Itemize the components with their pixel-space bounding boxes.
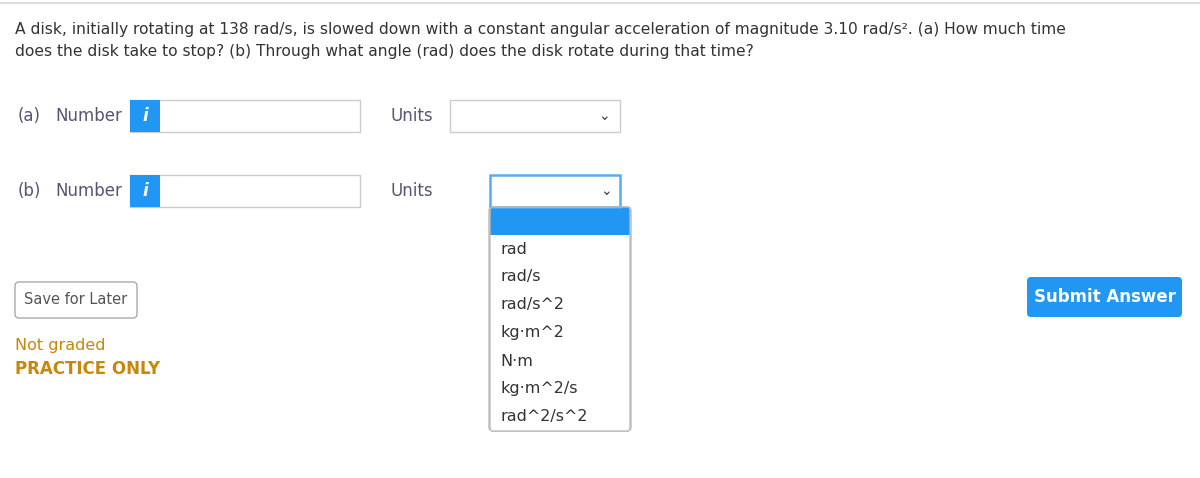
Text: rad: rad bbox=[500, 241, 527, 257]
FancyBboxPatch shape bbox=[130, 175, 360, 207]
FancyBboxPatch shape bbox=[130, 100, 160, 132]
Text: A disk, initially rotating at 138 rad/s, is slowed down with a constant angular : A disk, initially rotating at 138 rad/s,… bbox=[14, 22, 1066, 37]
FancyBboxPatch shape bbox=[130, 100, 360, 132]
Text: rad/s^2: rad/s^2 bbox=[500, 297, 564, 313]
Text: Units: Units bbox=[390, 182, 433, 200]
FancyBboxPatch shape bbox=[14, 282, 137, 318]
Text: ⌄: ⌄ bbox=[598, 109, 610, 123]
Text: Units: Units bbox=[390, 107, 433, 125]
Text: PRACTICE ONLY: PRACTICE ONLY bbox=[14, 360, 160, 378]
Text: (a): (a) bbox=[18, 107, 41, 125]
FancyBboxPatch shape bbox=[490, 235, 630, 431]
Text: Number: Number bbox=[55, 107, 122, 125]
Text: Number: Number bbox=[55, 182, 122, 200]
FancyBboxPatch shape bbox=[450, 100, 620, 132]
Text: rad/s: rad/s bbox=[500, 270, 540, 284]
Text: ⌄: ⌄ bbox=[600, 184, 612, 198]
Text: N·m: N·m bbox=[500, 354, 533, 369]
Text: does the disk take to stop? (b) Through what angle (rad) does the disk rotate du: does the disk take to stop? (b) Through … bbox=[14, 44, 754, 59]
FancyBboxPatch shape bbox=[1027, 277, 1182, 317]
Text: (b): (b) bbox=[18, 182, 41, 200]
Text: Submit Answer: Submit Answer bbox=[1033, 288, 1176, 306]
Text: i: i bbox=[142, 182, 148, 200]
FancyBboxPatch shape bbox=[490, 207, 631, 431]
Text: kg·m^2: kg·m^2 bbox=[500, 326, 564, 340]
FancyBboxPatch shape bbox=[490, 207, 630, 235]
Text: kg·m^2/s: kg·m^2/s bbox=[500, 381, 577, 396]
FancyBboxPatch shape bbox=[490, 175, 620, 207]
Text: Not graded: Not graded bbox=[14, 338, 106, 353]
Text: Save for Later: Save for Later bbox=[24, 293, 127, 307]
Text: rad^2/s^2: rad^2/s^2 bbox=[500, 410, 588, 424]
Text: i: i bbox=[142, 107, 148, 125]
FancyBboxPatch shape bbox=[130, 175, 160, 207]
